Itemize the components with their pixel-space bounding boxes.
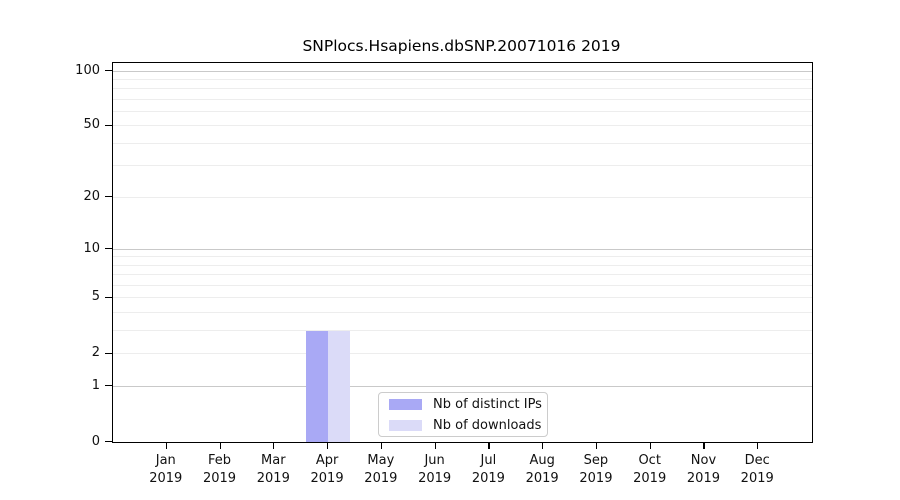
major-gridline — [113, 385, 812, 387]
legend-label-distinct-ips: Nb of distinct IPs — [433, 396, 542, 412]
y-tick-mark — [105, 196, 112, 198]
x-tick-mark — [595, 443, 598, 449]
x-tick-label: Apr 2019 — [310, 453, 344, 486]
minor-gridline — [113, 142, 812, 144]
major-gridline — [113, 70, 812, 72]
minor-gridline — [113, 330, 812, 332]
x-tick-mark — [327, 443, 329, 449]
y-tick-label: 2 — [91, 345, 100, 361]
x-tick-mark — [488, 443, 490, 449]
legend-item-distinct-ips: Nb of distinct IPs — [379, 396, 547, 413]
x-tick-mark — [703, 443, 705, 449]
bar-downloads — [328, 330, 351, 442]
minor-gridline — [113, 165, 812, 167]
minor-gridline — [113, 274, 812, 276]
x-tick-mark — [273, 443, 275, 449]
y-tick-label: 50 — [83, 117, 100, 133]
y-tick-label: 5 — [91, 289, 100, 305]
x-tick-mark — [757, 443, 759, 449]
y-tick-mark — [105, 70, 112, 72]
x-tick-mark — [219, 443, 221, 449]
x-tick-label: Jun 2019 — [418, 453, 452, 486]
x-tick-label: Nov 2019 — [686, 453, 720, 486]
x-tick-label: Jul 2019 — [471, 453, 505, 486]
y-tick-mark — [105, 296, 112, 299]
y-tick-mark — [105, 248, 112, 250]
minor-gridline — [113, 285, 812, 287]
x-tick-mark — [434, 443, 436, 449]
x-tick-label: Oct 2019 — [633, 453, 667, 486]
x-tick-mark — [165, 443, 167, 449]
x-tick-label: May 2019 — [364, 453, 398, 486]
minor-gridline — [113, 111, 812, 113]
y-tick-label: 10 — [83, 240, 100, 256]
x-tick-mark — [542, 443, 544, 449]
plot-area — [112, 62, 813, 443]
y-tick-mark — [105, 385, 112, 387]
minor-gridline — [113, 312, 812, 314]
major-gridline — [113, 248, 812, 250]
legend-swatch-distinct-ips — [389, 398, 422, 410]
x-tick-label: Mar 2019 — [256, 453, 290, 486]
minor-gridline — [113, 98, 812, 100]
x-tick-label: Jan 2019 — [149, 453, 183, 486]
y-tick-label: 100 — [75, 62, 100, 78]
legend-swatch-downloads — [389, 419, 422, 431]
bar-distinct-ips — [306, 330, 329, 442]
y-tick-mark — [105, 352, 112, 354]
x-tick-mark — [649, 443, 651, 449]
minor-gridline — [113, 256, 812, 258]
minor-gridline — [113, 264, 812, 266]
minor-gridline — [113, 353, 812, 355]
legend: Nb of distinct IPs Nb of downloads — [378, 392, 548, 437]
x-tick-mark — [380, 443, 383, 449]
y-tick-mark — [105, 124, 112, 127]
minor-gridline — [113, 125, 812, 127]
chart-title: SNPlocs.Hsapiens.dbSNP.20071016 2019 — [302, 37, 621, 55]
x-tick-label: Sep 2019 — [579, 453, 613, 486]
minor-gridline — [113, 78, 812, 80]
minor-gridline — [113, 196, 812, 198]
minor-gridline — [113, 88, 812, 90]
y-tick-mark — [105, 441, 112, 443]
x-tick-label: Aug 2019 — [525, 453, 559, 486]
y-tick-label: 20 — [83, 188, 100, 204]
legend-item-downloads: Nb of downloads — [379, 417, 547, 434]
x-tick-label: Dec 2019 — [740, 453, 774, 486]
legend-label-downloads: Nb of downloads — [433, 417, 542, 433]
y-tick-label: 0 — [91, 433, 100, 449]
minor-gridline — [113, 297, 812, 299]
x-tick-label: Feb 2019 — [202, 453, 237, 486]
y-tick-label: 1 — [91, 377, 100, 393]
